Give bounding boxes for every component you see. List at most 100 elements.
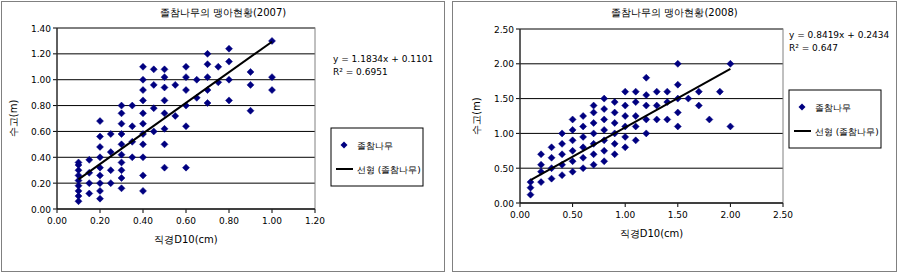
scatter-point	[538, 161, 545, 168]
chart-border	[453, 2, 897, 272]
scatter-point	[664, 88, 671, 95]
scatter-point	[716, 88, 723, 95]
y-tick	[516, 63, 520, 64]
scatter-point	[204, 50, 211, 57]
scatter-point	[97, 118, 104, 125]
legend-swatch	[341, 142, 348, 149]
scatter-point	[226, 76, 233, 83]
scatter-point	[140, 141, 147, 148]
x-tick-label: 2.50	[773, 210, 793, 220]
scatter-point	[204, 99, 211, 106]
scatter-point	[590, 130, 597, 137]
scatter-point	[674, 123, 681, 130]
legend-label: 졸참나무	[815, 103, 851, 113]
x-tick-label: 0.80	[219, 216, 239, 226]
scatter-point	[97, 133, 104, 140]
scatter-point	[590, 109, 597, 116]
chart-canvas: 졸참나무의 맹아현황(2007)0.000.200.400.600.801.00…	[0, 0, 898, 274]
data-group	[527, 60, 734, 198]
y-tick-label: 1.00	[494, 129, 514, 139]
scatter-point	[161, 164, 168, 171]
y-axis-line	[57, 28, 58, 209]
scatter-point	[118, 167, 125, 174]
scatter-point	[226, 97, 233, 104]
x-tick-label: 1.20	[305, 216, 325, 226]
scatter-point	[161, 74, 168, 81]
y-tick-label: 1.50	[494, 94, 514, 104]
scatter-point	[129, 154, 136, 161]
chart-border	[2, 2, 445, 272]
scatter-point	[674, 109, 681, 116]
x-tick-label: 2.00	[720, 210, 740, 220]
chart-title: 졸참나무의 맹아현황(2008)	[611, 7, 738, 18]
grid-line	[57, 183, 315, 184]
x-tick	[272, 209, 273, 213]
scatter-point	[140, 187, 147, 194]
scatter-point	[97, 172, 104, 179]
scatter-point	[674, 81, 681, 88]
scatter-point	[172, 81, 179, 88]
plot-area	[57, 28, 315, 209]
y-tick	[516, 133, 520, 134]
plot-frame	[57, 28, 315, 209]
scatter-point	[559, 140, 566, 147]
scatter-point	[632, 113, 639, 120]
grid-line	[520, 63, 783, 64]
scatter-point	[140, 87, 147, 94]
trend-line	[531, 69, 731, 180]
y-tick-label: 1.20	[31, 49, 51, 59]
scatter-point	[129, 102, 136, 109]
scatter-point	[538, 179, 545, 186]
x-tick-label: 0.20	[90, 216, 110, 226]
scatter-point	[569, 168, 576, 175]
y-axis-title: 수고(m)	[471, 97, 482, 135]
y-tick-label: 1.00	[31, 75, 51, 85]
y-tick-label: 0.80	[31, 101, 51, 111]
scatter-point	[580, 133, 587, 140]
y-tick-label: 2.00	[494, 59, 514, 69]
scatter-point	[140, 154, 147, 161]
legend-label: 졸참나무	[357, 141, 393, 151]
x-tick-label: 0.00	[47, 216, 67, 226]
scatter-point	[632, 99, 639, 106]
annotation: R² = 0.6951	[333, 67, 388, 77]
scatter-point	[611, 99, 618, 106]
plot-area	[520, 29, 783, 203]
scatter-point	[129, 123, 136, 130]
scatter-point	[150, 105, 157, 112]
scatter-point	[643, 74, 650, 81]
scatter-point	[622, 133, 629, 140]
scatter-point	[632, 88, 639, 95]
scatter-point	[150, 66, 157, 73]
scatter-point	[161, 66, 168, 73]
scatter-point	[86, 190, 93, 197]
x-tick	[143, 209, 144, 213]
x-axis-line	[57, 209, 315, 210]
scatter-point	[548, 154, 555, 161]
scatter-point	[601, 95, 608, 102]
scatter-point	[140, 172, 147, 179]
scatter-point	[204, 74, 211, 81]
y-tick	[53, 209, 57, 210]
y-tick	[53, 28, 57, 29]
scatter-point	[97, 195, 104, 202]
y-tick	[53, 53, 57, 54]
scatter-point	[118, 110, 125, 117]
scatter-point	[161, 84, 168, 91]
scatter-point	[548, 144, 555, 151]
scatter-point	[601, 126, 608, 133]
y-tick	[53, 131, 57, 132]
scatter-point	[107, 167, 114, 174]
scatter-point	[569, 126, 576, 133]
y-tick	[53, 183, 57, 184]
x-tick	[229, 209, 230, 213]
x-tick	[625, 203, 626, 207]
chart-panel: 졸참나무의 맹아현황(2007)0.000.200.400.600.801.00…	[2, 2, 445, 272]
annotation: y = 1.1834x + 0.1101	[333, 54, 433, 64]
y-tick	[516, 203, 520, 204]
scatter-point	[527, 191, 534, 198]
y-tick	[53, 105, 57, 106]
y-tick-label: 1.40	[31, 24, 51, 34]
scatter-point	[86, 180, 93, 187]
legend-box	[789, 90, 881, 148]
